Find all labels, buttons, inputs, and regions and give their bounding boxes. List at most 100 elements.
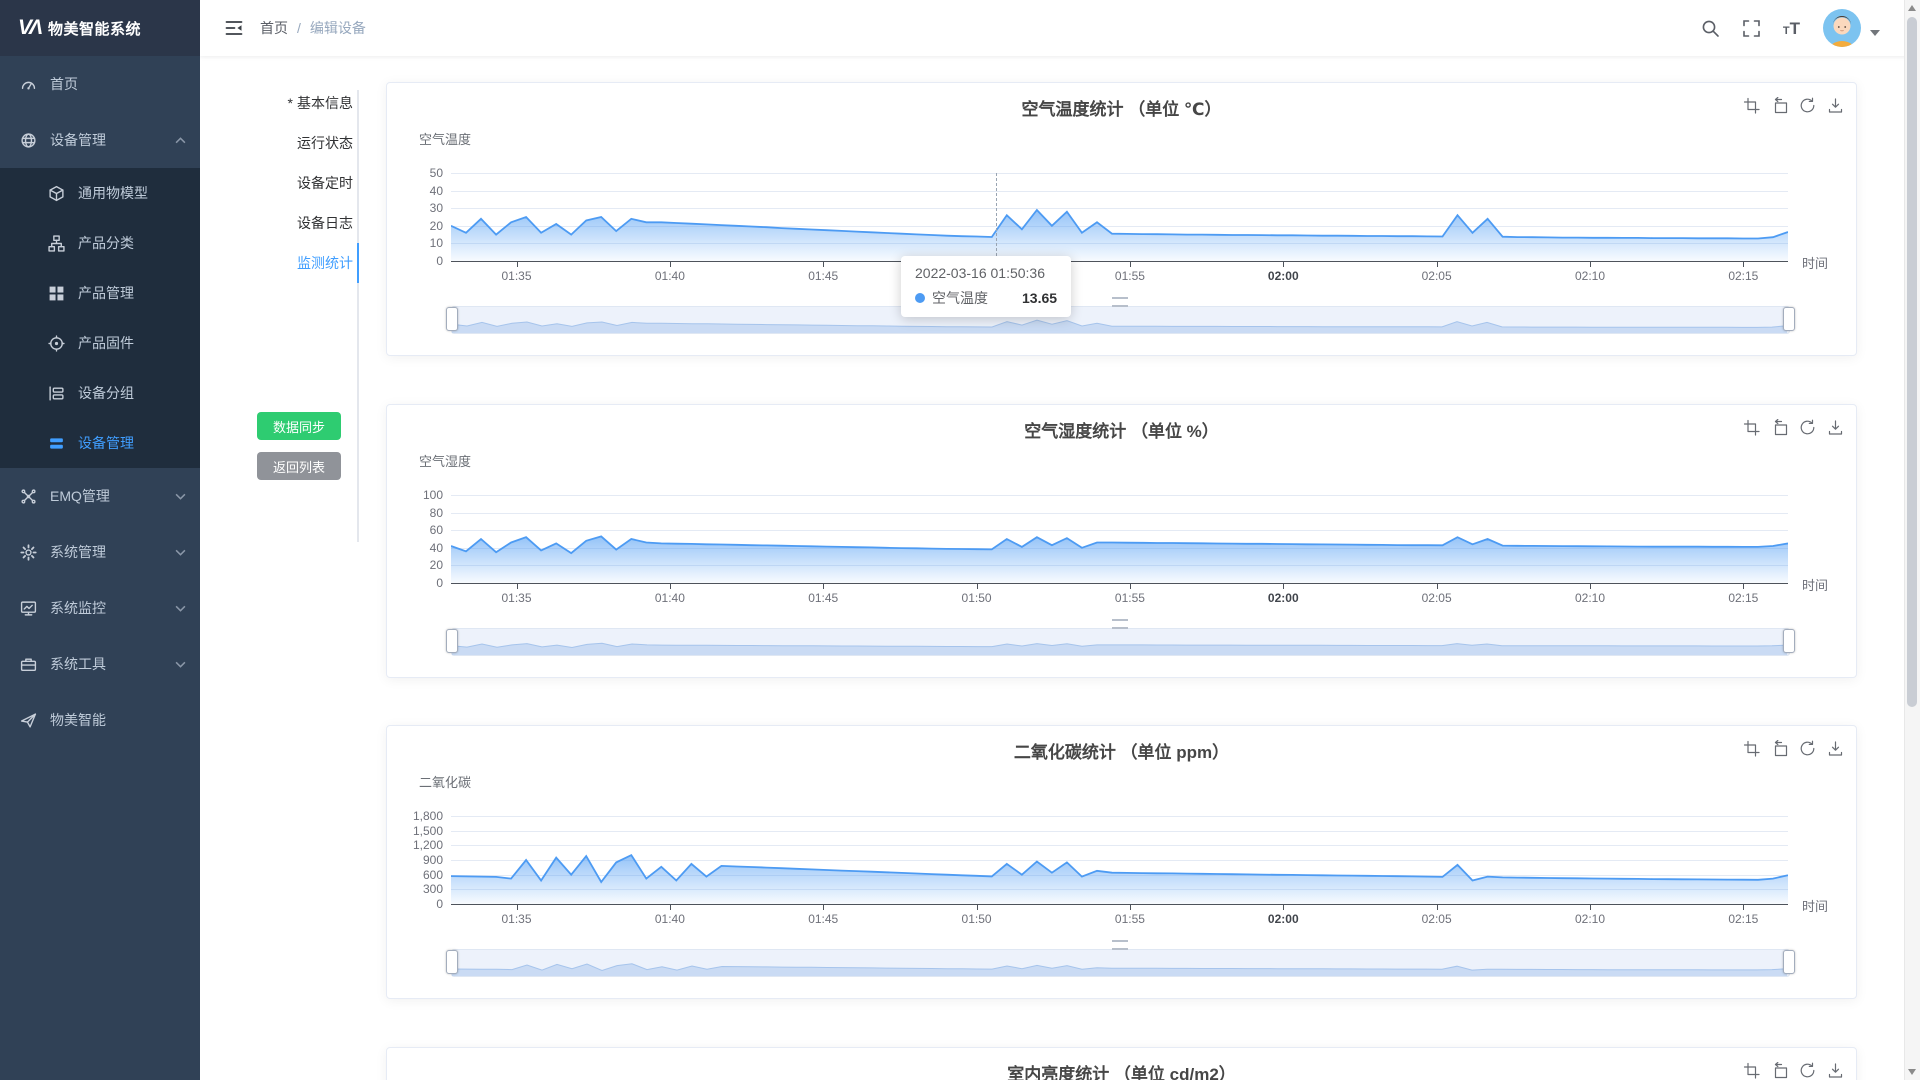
user-menu[interactable] — [1822, 8, 1880, 48]
datazoom-left-handle[interactable] — [446, 629, 458, 653]
sidebar-item-产品固件[interactable]: 产品固件 — [0, 318, 200, 368]
x-axis-label: 01:55 — [1114, 269, 1145, 283]
datazoom-icon[interactable] — [1743, 97, 1760, 114]
restore-icon[interactable] — [1799, 740, 1816, 757]
datazoom-move-handle[interactable] — [1111, 619, 1128, 629]
avatar[interactable] — [1822, 8, 1862, 48]
app-logo[interactable]: VΛ 物美智能系统 — [0, 0, 200, 56]
datazoom-move-handle[interactable] — [1111, 297, 1128, 307]
data-sync-button[interactable]: 数据同步 — [257, 412, 341, 440]
sidebar-fold-icon[interactable] — [225, 20, 243, 36]
sidebar-item-设备分组[interactable]: 设备分组 — [0, 368, 200, 418]
x-axis-label: 01:35 — [501, 269, 532, 283]
datazoom-move-handle[interactable] — [1111, 940, 1128, 950]
chart-tooltip: 2022-03-16 01:50:36 空气温度 13.65 — [901, 256, 1072, 317]
y-axis-label: 900 — [422, 853, 443, 867]
sidebar-item-EMQ管理[interactable]: EMQ管理 — [0, 468, 200, 524]
tab-运行状态[interactable]: 运行状态 — [225, 123, 353, 163]
x-axis-label: 02:10 — [1574, 269, 1605, 283]
scroll-up-icon[interactable] — [1908, 5, 1916, 11]
x-axis-label: 01:55 — [1114, 591, 1145, 605]
gridline — [451, 173, 1788, 174]
chart-legend[interactable]: 空气温度 — [419, 132, 472, 147]
restore-icon[interactable] — [1799, 419, 1816, 436]
sidebar-item-物美智能[interactable]: 物美智能 — [0, 692, 200, 748]
download-icon[interactable] — [1827, 97, 1844, 114]
gridline — [451, 860, 1788, 861]
sidebar-item-label: 系统工具 — [50, 656, 106, 672]
datazoom-left-handle[interactable] — [446, 950, 458, 974]
back-to-list-button[interactable]: 返回列表 — [257, 452, 341, 480]
tab-设备日志[interactable]: 设备日志 — [225, 203, 353, 243]
search-icon[interactable] — [1701, 19, 1720, 38]
datazoom-icon[interactable] — [1743, 1062, 1760, 1079]
download-icon[interactable] — [1827, 1062, 1844, 1079]
datazoom-reset-icon[interactable] — [1771, 1062, 1788, 1079]
x-axis-tick — [1589, 262, 1591, 267]
series-dot-icon — [915, 293, 925, 303]
datazoom-icon[interactable] — [1743, 740, 1760, 757]
chart-plot: 5040302010001:3501:4001:4501:5001:5502:0… — [387, 83, 1856, 355]
datazoom-right-handle[interactable] — [1783, 629, 1795, 653]
x-axis-label: 01:35 — [501, 591, 532, 605]
x-axis-label: 02:10 — [1574, 912, 1605, 926]
sidebar-item-label: 设备分组 — [78, 385, 134, 401]
chart-series — [451, 173, 1788, 261]
breadcrumb-home[interactable]: 首页 — [260, 20, 288, 36]
tooltip-axis-pointer — [996, 173, 997, 261]
datazoom-left-handle[interactable] — [446, 307, 458, 331]
restore-icon[interactable] — [1799, 97, 1816, 114]
datazoom-reset-icon[interactable] — [1771, 97, 1788, 114]
fullscreen-icon[interactable] — [1742, 19, 1761, 38]
sidebar-item-产品管理[interactable]: 产品管理 — [0, 268, 200, 318]
x-axis-line — [451, 904, 1788, 905]
datazoom-icon[interactable] — [1743, 419, 1760, 436]
sidebar-item-设备管理[interactable]: 设备管理 — [0, 418, 200, 468]
logo-mark-icon: VΛ — [18, 16, 43, 39]
restore-icon[interactable] — [1799, 1062, 1816, 1079]
font-size-icon[interactable]: TT — [1782, 18, 1800, 38]
chart-legend[interactable]: 二氧化碳 — [419, 775, 472, 790]
scrollbar-thumb[interactable] — [1907, 17, 1917, 707]
download-icon[interactable] — [1827, 419, 1844, 436]
tab-监测统计[interactable]: 监测统计 — [225, 243, 353, 283]
sidebar-item-label: 设备管理 — [78, 435, 134, 451]
x-axis-line — [451, 583, 1788, 584]
datazoom-right-handle[interactable] — [1783, 307, 1795, 331]
x-axis-tick — [1283, 262, 1285, 267]
page-scrollbar[interactable] — [1904, 0, 1920, 1080]
datazoom-slider[interactable] — [451, 306, 1790, 334]
gridline — [451, 495, 1788, 496]
sidebar-item-label: 系统监控 — [50, 600, 106, 616]
x-axis-tick — [1589, 584, 1591, 589]
tab-设备定时[interactable]: 设备定时 — [225, 163, 353, 203]
x-axis-tick — [1589, 905, 1591, 910]
sidebar-item-label: 通用物模型 — [78, 185, 148, 201]
x-axis-tick — [1436, 584, 1438, 589]
download-icon[interactable] — [1827, 740, 1844, 757]
chart-legend[interactable]: 空气湿度 — [419, 454, 472, 469]
datazoom-right-handle[interactable] — [1783, 950, 1795, 974]
datazoom-slider[interactable] — [451, 949, 1790, 977]
breadcrumb-separator: / — [297, 20, 301, 36]
sidebar-item-系统监控[interactable]: 系统监控 — [0, 580, 200, 636]
sidebar-item-产品分类[interactable]: 产品分类 — [0, 218, 200, 268]
gear-icon — [20, 543, 37, 561]
sidebar-item-系统工具[interactable]: 系统工具 — [0, 636, 200, 692]
scroll-down-icon[interactable] — [1908, 1069, 1916, 1075]
datazoom-slider[interactable] — [451, 628, 1790, 656]
sidebar-item-设备管理[interactable]: 设备管理 — [0, 112, 200, 168]
datazoom-reset-icon[interactable] — [1771, 740, 1788, 757]
tab-基本信息[interactable]: * 基本信息 — [225, 83, 353, 123]
chart-card: 室内亮度统计 （单位 cd/m2） — [386, 1047, 1857, 1080]
sidebar-item-系统管理[interactable]: 系统管理 — [0, 524, 200, 580]
sidebar-item-通用物模型[interactable]: 通用物模型 — [0, 168, 200, 218]
sidebar-submenu: 通用物模型产品分类 产品管理 产品固件设备分组设备管理 — [0, 168, 200, 468]
x-axis-tick — [976, 905, 978, 910]
sidebar-item-首页[interactable]: 首页 — [0, 56, 200, 112]
x-axis-name: 时间 — [1802, 578, 1829, 593]
x-axis-tick — [1283, 584, 1285, 589]
datazoom-reset-icon[interactable] — [1771, 419, 1788, 436]
header-actions: TT — [1701, 0, 1880, 56]
x-axis-tick — [1129, 584, 1131, 589]
